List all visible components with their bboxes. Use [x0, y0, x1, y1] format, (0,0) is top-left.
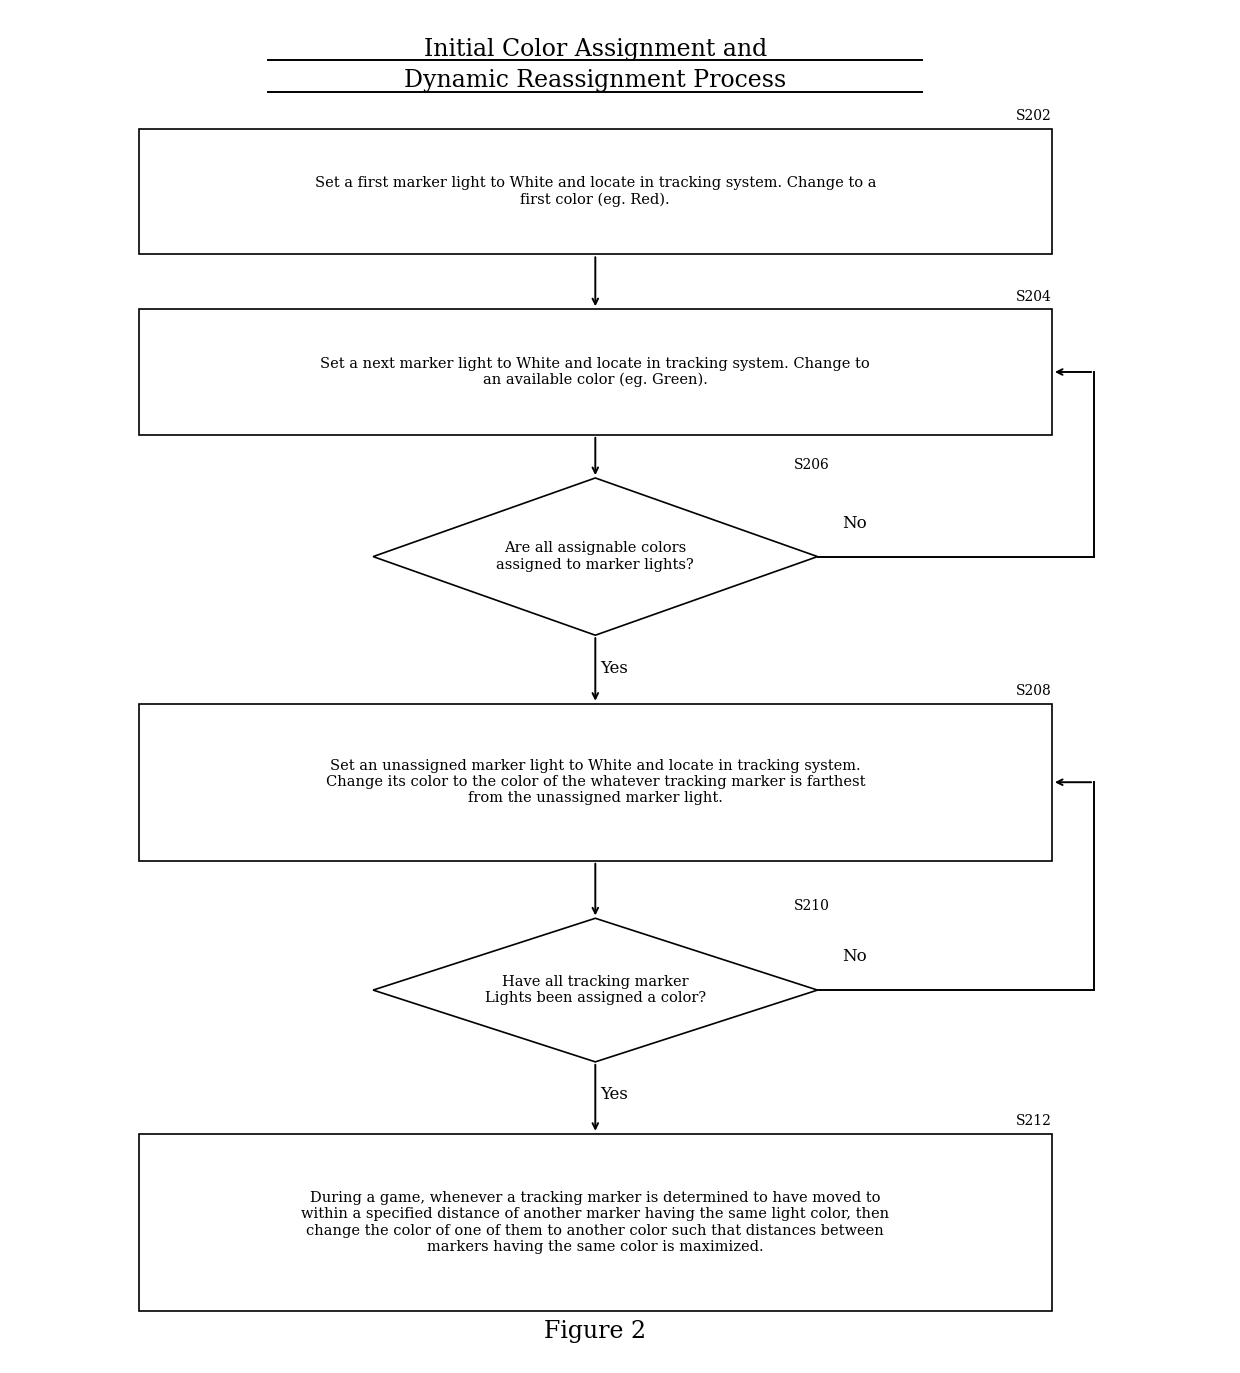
- Text: No: No: [842, 949, 867, 965]
- FancyBboxPatch shape: [139, 1134, 1052, 1311]
- FancyBboxPatch shape: [139, 309, 1052, 435]
- Text: S212: S212: [1017, 1114, 1052, 1129]
- Text: Dynamic Reassignment Process: Dynamic Reassignment Process: [404, 69, 786, 92]
- Text: Have all tracking marker
Lights been assigned a color?: Have all tracking marker Lights been ass…: [485, 975, 706, 1005]
- Text: During a game, whenever a tracking marker is determined to have moved to
within : During a game, whenever a tracking marke…: [301, 1192, 889, 1254]
- Text: Figure 2: Figure 2: [544, 1321, 646, 1343]
- Text: Are all assignable colors
assigned to marker lights?: Are all assignable colors assigned to ma…: [496, 541, 694, 571]
- Text: S202: S202: [1017, 108, 1052, 124]
- Text: S206: S206: [794, 459, 830, 472]
- Text: Initial Color Assignment and: Initial Color Assignment and: [424, 38, 766, 60]
- FancyBboxPatch shape: [139, 703, 1052, 861]
- Text: S208: S208: [1017, 684, 1052, 697]
- Text: Yes: Yes: [600, 1086, 627, 1104]
- Text: S210: S210: [794, 899, 830, 913]
- Text: No: No: [842, 515, 867, 531]
- Text: Set a next marker light to White and locate in tracking system. Change to
an ava: Set a next marker light to White and loc…: [320, 357, 870, 387]
- Polygon shape: [373, 919, 817, 1061]
- Text: Set a first marker light to White and locate in tracking system. Change to a
fir: Set a first marker light to White and lo…: [315, 176, 877, 207]
- Polygon shape: [373, 478, 817, 636]
- FancyBboxPatch shape: [139, 129, 1052, 254]
- Text: S204: S204: [1017, 290, 1052, 303]
- Text: Set an unassigned marker light to White and locate in tracking system.
Change it: Set an unassigned marker light to White …: [326, 759, 866, 806]
- Text: Yes: Yes: [600, 660, 627, 677]
